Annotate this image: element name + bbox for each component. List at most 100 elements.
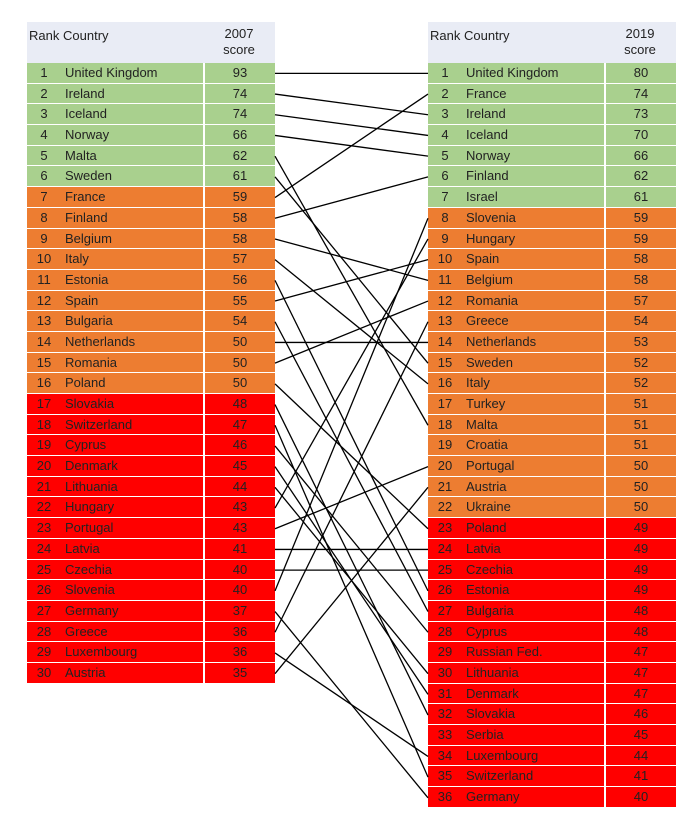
connector-line-slovakia bbox=[274, 404, 429, 716]
table-row: 21 Austria 50 bbox=[428, 476, 676, 498]
table-row: 22 Hungary 43 bbox=[27, 497, 275, 519]
country-cell: Latvia bbox=[466, 540, 501, 556]
rank-cell: 14 bbox=[36, 333, 52, 349]
score-cell: 55 bbox=[203, 290, 275, 311]
rank-cell: 17 bbox=[437, 396, 453, 411]
table-row: 1 United Kingdom 80 bbox=[428, 63, 676, 84]
table-row: 23 Poland 49 bbox=[428, 518, 676, 539]
rank-cell: 4 bbox=[40, 127, 48, 143]
table-row: 7 Israel 61 bbox=[428, 187, 676, 208]
rank-cell: 30 bbox=[437, 664, 453, 680]
rank-cell: 7 bbox=[40, 189, 48, 205]
rank-cell: 33 bbox=[437, 727, 453, 742]
country-cell: Ukraine bbox=[466, 499, 511, 515]
rank-cell: 27 bbox=[36, 602, 52, 618]
country-cell: Sweden bbox=[65, 168, 112, 184]
score-cell: 58 bbox=[604, 269, 676, 290]
country-cell: Denmark bbox=[65, 458, 118, 474]
score-cell: 74 bbox=[203, 104, 275, 125]
score-cell: 48 bbox=[604, 600, 676, 621]
score-cell: 50 bbox=[604, 456, 676, 477]
score-cell: 41 bbox=[203, 538, 275, 559]
country-cell: Romania bbox=[466, 292, 519, 308]
connector-line-slovenia bbox=[274, 218, 429, 592]
rank-cell: 23 bbox=[36, 520, 52, 536]
score-cell: 66 bbox=[203, 125, 275, 146]
score-cell: 45 bbox=[203, 456, 275, 477]
country-cell: Croatia bbox=[466, 437, 508, 453]
rank-cell: 21 bbox=[437, 478, 453, 494]
score-cell: 57 bbox=[604, 290, 676, 311]
rank-cell: 16 bbox=[437, 375, 453, 391]
score-cell: 47 bbox=[604, 662, 676, 683]
country-cell: Germany bbox=[466, 789, 520, 805]
score-cell: 51 bbox=[604, 435, 676, 456]
score-cell: 47 bbox=[203, 414, 275, 435]
rank-cell: 14 bbox=[437, 333, 453, 349]
country-cell: United Kingdom bbox=[65, 65, 158, 80]
connector-line-luxembourg bbox=[274, 652, 429, 757]
score-cell: 48 bbox=[203, 394, 275, 414]
country-cell: Italy bbox=[466, 375, 490, 391]
rank-cell: 4 bbox=[441, 127, 449, 143]
table-row: 12 Spain 55 bbox=[27, 290, 275, 312]
connector-line-finland bbox=[274, 176, 429, 219]
score-cell: 62 bbox=[203, 145, 275, 166]
country-cell: United Kingdom bbox=[466, 65, 559, 80]
country-cell: Cyprus bbox=[65, 437, 107, 453]
connector-line-italy bbox=[274, 259, 429, 385]
country-cell: Malta bbox=[466, 416, 498, 432]
score-cell: 58 bbox=[203, 207, 275, 228]
country-cell: Lithuania bbox=[65, 478, 118, 494]
rank-cell: 25 bbox=[437, 561, 453, 577]
country-cell: Switzerland bbox=[65, 416, 133, 432]
table-row: 8 Finland 58 bbox=[27, 207, 275, 229]
country-cell: Ireland bbox=[65, 85, 105, 101]
table-row: 16 Poland 50 bbox=[27, 373, 275, 394]
score-cell: 50 bbox=[203, 352, 275, 373]
country-cell: Spain bbox=[65, 292, 99, 308]
connector-line-switzerland bbox=[274, 424, 429, 778]
table-row: 25 Czechia 40 bbox=[27, 559, 275, 581]
country-cell: Finland bbox=[65, 209, 108, 225]
country-cell: Bulgaria bbox=[466, 602, 514, 618]
table-row: 26 Slovenia 40 bbox=[27, 580, 275, 601]
country-cell: Belgium bbox=[466, 271, 513, 287]
rank-cell: 31 bbox=[437, 685, 453, 701]
table-row: 10 Italy 57 bbox=[27, 249, 275, 270]
rank-cell: 13 bbox=[437, 313, 453, 329]
score-cell: 46 bbox=[604, 704, 676, 725]
ranking-table-2007: Rank Country 2007 score 1 United Kingdom 9… bbox=[27, 22, 275, 684]
score-cell: 48 bbox=[604, 621, 676, 642]
country-cell: Malta bbox=[65, 147, 97, 163]
rank-cell: 21 bbox=[36, 478, 52, 494]
connector-line-iceland bbox=[274, 114, 429, 137]
rank-header: Rank bbox=[29, 28, 60, 43]
table-body: 1 United Kingdom 80 2 France 74 3 Ireland 73 4 Ice… bbox=[428, 63, 676, 808]
country-cell: Slovakia bbox=[65, 396, 115, 411]
country-cell: Austria bbox=[466, 478, 507, 494]
rank-cell: 29 bbox=[36, 644, 52, 660]
country-cell: Lithuania bbox=[466, 664, 519, 680]
table-row: 2 Ireland 74 bbox=[27, 83, 275, 105]
country-cell: Iceland bbox=[466, 127, 508, 143]
table-body: 1 United Kingdom 93 2 Ireland 74 3 Iceland 74 4 No… bbox=[27, 63, 275, 684]
connector-line-malta bbox=[274, 155, 429, 426]
table-row: 29 Luxembourg 36 bbox=[27, 642, 275, 663]
rank-cell: 5 bbox=[441, 147, 449, 163]
table-row: 33 Serbia 45 bbox=[428, 725, 676, 746]
table-row: 32 Slovakia 46 bbox=[428, 704, 676, 725]
country-cell: Estonia bbox=[466, 582, 510, 598]
rank-cell: 20 bbox=[36, 458, 52, 474]
table-row: 27 Germany 37 bbox=[27, 600, 275, 622]
score-cell: 44 bbox=[604, 745, 676, 766]
rank-cell: 25 bbox=[36, 561, 52, 577]
country-cell: Slovakia bbox=[466, 706, 516, 722]
table-row: 6 Sweden 61 bbox=[27, 166, 275, 188]
table-row: 36 Germany 40 bbox=[428, 787, 676, 808]
score-header-label: score bbox=[223, 42, 255, 57]
score-cell: 73 bbox=[604, 104, 676, 125]
score-cell: 50 bbox=[604, 497, 676, 518]
connector-line-romania bbox=[274, 300, 429, 364]
table-row: 28 Greece 36 bbox=[27, 621, 275, 643]
